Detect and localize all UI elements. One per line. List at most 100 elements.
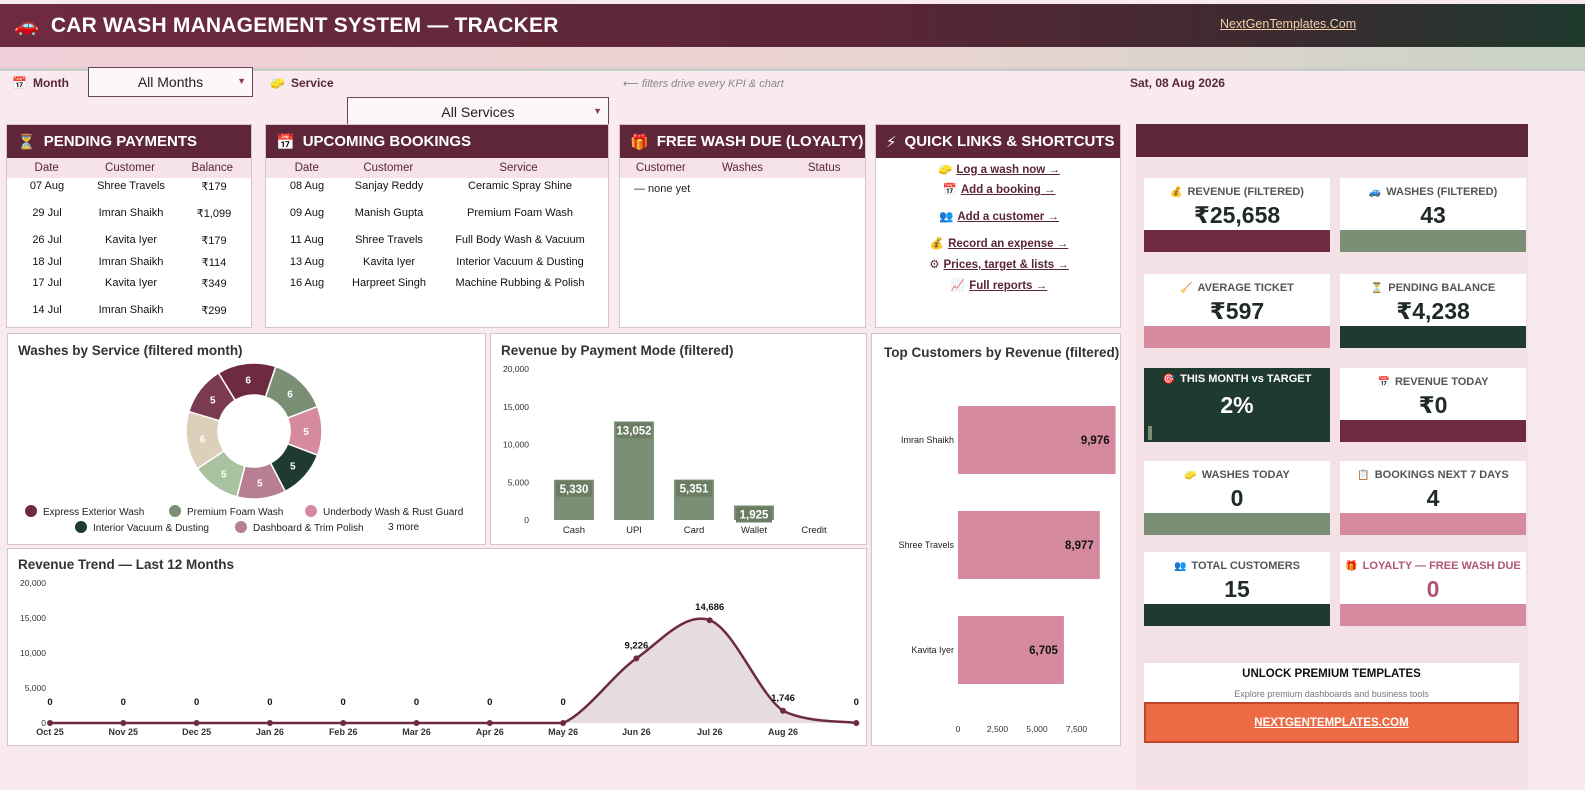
- kpi-value: 0: [1230, 485, 1244, 511]
- y-tick: 15,000: [503, 402, 529, 412]
- y-tick: 20,000: [503, 364, 529, 374]
- kpi-card: 🧽 WASHES TODAY 0: [1144, 461, 1330, 535]
- table-row[interactable]: 13 Aug Kavita Iyer Interior Vacuum & Dusti…: [266, 256, 610, 268]
- kpi-card: 🎯 THIS MONTH vs TARGET 2%: [1144, 368, 1330, 442]
- data-label: 14,686: [695, 602, 724, 613]
- kpi-label: 🧹 AVERAGE TICKET: [1180, 282, 1294, 294]
- quick-link[interactable]: 📈 Full reports →: [876, 278, 1122, 292]
- col-header: Status: [807, 162, 841, 174]
- table-cell: 07 Aug: [29, 180, 65, 192]
- data-point[interactable]: [706, 617, 713, 624]
- payment-mode-chart: Revenue by Payment Mode (filtered) 20,00…: [490, 333, 867, 545]
- kpi-bar: [1144, 326, 1330, 348]
- calendar-icon: 📅: [12, 76, 27, 90]
- table-row[interactable]: 08 Aug Sanjay Reddy Ceramic Spray Shine: [266, 180, 610, 192]
- table-cell: Shree Travels: [97, 180, 165, 192]
- data-point[interactable]: [633, 655, 640, 662]
- link-icon: 🧽: [938, 164, 953, 176]
- table-cell: Ceramic Spray Shine: [468, 180, 572, 192]
- link-label: Record an expense →: [948, 238, 1069, 250]
- month-select[interactable]: All Months ▼: [88, 67, 253, 97]
- table-row[interactable]: 29 Jul Imran Shaikh ₹1,099: [7, 207, 253, 220]
- bar-label: 9,976: [1081, 435, 1110, 447]
- pie-slice[interactable]: [187, 371, 237, 422]
- data-point[interactable]: [413, 720, 420, 726]
- link-icon: 📈: [950, 280, 966, 292]
- bar-label-bg: [616, 422, 652, 439]
- x-tick: Card: [684, 525, 705, 536]
- quick-link[interactable]: 💰 Record an expense →: [876, 236, 1122, 250]
- x-tick: 7,500: [1066, 724, 1088, 734]
- table-cell: ₹349: [201, 278, 227, 290]
- slice-label: 6: [287, 389, 293, 400]
- table-cell: Imran Shaikh: [98, 256, 164, 268]
- col-header: Balance: [191, 162, 234, 174]
- kpi-bar: [1340, 326, 1526, 348]
- legend-swatch: [305, 505, 317, 517]
- data-point[interactable]: [780, 707, 786, 714]
- promo-subtitle: Explore premium dashboards and business …: [1234, 689, 1429, 699]
- legend-more[interactable]: 3 more: [388, 522, 420, 533]
- y-tick: 10,000: [20, 648, 46, 658]
- quick-links-panel: ⚡ QUICK LINKS & SHORTCUTS 🧽 Log a wash now…: [875, 124, 1121, 328]
- kpi-icon: 🎯: [1162, 374, 1176, 385]
- site-link[interactable]: NextGenTemplates.Com: [1220, 17, 1357, 31]
- quick-link[interactable]: 👥 Add a customer →: [876, 209, 1122, 223]
- table-row[interactable]: 14 Jul Imran Shaikh ₹299: [7, 304, 253, 317]
- kpi-progress: [1148, 426, 1152, 440]
- x-tick: Credit: [801, 525, 827, 536]
- data-label: 0: [487, 697, 492, 708]
- loyalty-panel: 🎁 FREE WASH DUE (LOYALTY) Customer Washes…: [619, 124, 866, 328]
- kpi-label: 🎯 THIS MONTH vs TARGET: [1162, 373, 1312, 385]
- bar-label: 13,052: [616, 425, 651, 437]
- table-cell: Sanjay Reddy: [354, 180, 424, 192]
- data-point[interactable]: [193, 720, 200, 726]
- y-tick: 5,000: [25, 683, 47, 693]
- chart-title: Revenue by Payment Mode (filtered): [501, 343, 734, 358]
- slice-label: 6: [245, 375, 251, 386]
- data-point[interactable]: [47, 720, 53, 726]
- quick-link[interactable]: ⚙ Prices, target & lists →: [876, 257, 1122, 271]
- table-row[interactable]: 07 Aug Shree Travels ₹179: [7, 180, 253, 193]
- kpi-label: 📅 REVENUE TODAY: [1377, 376, 1489, 388]
- service-select[interactable]: All Services ▼: [347, 97, 609, 127]
- data-point[interactable]: [486, 720, 493, 726]
- quick-link[interactable]: 📅 Add a booking →: [876, 182, 1122, 196]
- table-row[interactable]: 09 Aug Manish Gupta Premium Foam Wash: [266, 207, 610, 219]
- kpi-label: 🚙 WASHES (FILTERED): [1368, 186, 1498, 198]
- kpi-label: 💰 REVENUE (FILTERED): [1170, 186, 1304, 198]
- bar-label: 5,330: [560, 484, 589, 496]
- bar[interactable]: [958, 616, 1064, 684]
- data-label: 0: [121, 697, 126, 708]
- quick-link[interactable]: 🧽 Log a wash now →: [876, 162, 1122, 176]
- data-point[interactable]: [266, 720, 273, 726]
- x-tick: Jul 26: [697, 727, 723, 737]
- y-tick: Imran Shaikh: [901, 435, 954, 445]
- data-point[interactable]: [340, 720, 347, 726]
- data-point[interactable]: [560, 720, 567, 726]
- table-row[interactable]: 26 Jul Kavita Iyer ₹179: [7, 234, 253, 247]
- kpi-value: ₹25,658: [1193, 202, 1281, 228]
- data-point[interactable]: [853, 720, 860, 726]
- data-point[interactable]: [120, 720, 127, 726]
- table-row[interactable]: 18 Jul Imran Shaikh ₹114: [7, 256, 253, 269]
- table-row[interactable]: 16 Aug Harpreet Singh Machine Rubbing & Po…: [266, 277, 610, 289]
- sponge-icon: 🧽: [270, 76, 285, 90]
- table-row[interactable]: 11 Aug Shree Travels Full Body Wash & Vacu…: [266, 234, 610, 246]
- kpi-value: 15: [1224, 576, 1250, 602]
- table-cell: 18 Jul: [32, 256, 62, 268]
- promo-button[interactable]: NEXTGENTEMPLATES.COM: [1144, 702, 1519, 743]
- kpi-label: 🧽 WASHES TODAY: [1184, 469, 1290, 481]
- link-icon: ⚙: [929, 259, 940, 271]
- upcoming-bookings-panel: 📅 UPCOMING BOOKINGS Date Customer Service…: [265, 124, 609, 328]
- kpi-value: 0: [1426, 576, 1440, 602]
- kpi-icon: 🎁: [1345, 561, 1358, 572]
- bar[interactable]: [958, 511, 1100, 579]
- x-tick: Oct 25: [36, 727, 64, 737]
- table-row[interactable]: 17 Jul Kavita Iyer ₹349: [7, 277, 253, 290]
- data-label: 0: [560, 697, 565, 708]
- legend-label: Interior Vacuum & Dusting: [93, 523, 209, 534]
- kpi-card: 📋 BOOKINGS NEXT 7 DAYS 4: [1340, 461, 1526, 535]
- donut-chart: 6 6 5 5 5 5 6 5 Express Exterior Wash Premium Foa…: [25, 362, 463, 534]
- bar[interactable]: [958, 406, 1116, 474]
